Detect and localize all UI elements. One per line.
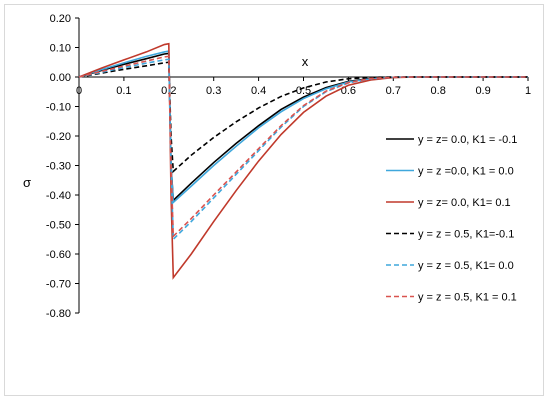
x-tick-label: 0.6 [341, 85, 356, 97]
series-line-5 [78, 58, 528, 242]
y-axis: 0.20 0.10 0.00 -0.10 -0.20 -0.30 -0.40 -0.50 -0.… [46, 13, 80, 320]
series-layer [78, 42, 528, 280]
y-axis-label: σ [23, 175, 31, 190]
legend-label: y = z =0.0, K1 = 0.0 [418, 166, 514, 178]
legend: y = z= 0.0, K1 = -0.1 y = z =0.0, K1 = 0.… [386, 134, 517, 304]
y-tick-label: 0.00 [50, 72, 71, 84]
x-tick-label: 1 [525, 85, 531, 97]
y-tick-label: -0.20 [46, 131, 71, 143]
x-tick-label: 0 [76, 85, 82, 97]
y-tick-label: 0.20 [50, 13, 71, 25]
series-line-2 [78, 50, 528, 205]
legend-label: y = z = 0.5, K1= 0.0 [418, 260, 514, 272]
legend-label: y = z= 0.0, K1= 0.1 [418, 197, 511, 209]
y-tick-label: -0.10 [46, 102, 71, 114]
x-tick-label: 0.8 [431, 85, 446, 97]
y-tick-label: -0.40 [46, 190, 71, 202]
y-tick-label: -0.30 [46, 161, 71, 173]
x-tick-label: 0.9 [475, 85, 490, 97]
series-line-1 [78, 52, 528, 203]
x-axis-label: x [302, 54, 309, 69]
x-tick-label: 0.7 [386, 85, 401, 97]
series-line-3 [78, 42, 528, 280]
legend-label: y = z = 0.5, K1 = 0.1 [418, 292, 517, 304]
legend-label: y = z= 0.0, K1 = -0.1 [418, 134, 517, 146]
y-tick-label: -0.60 [46, 249, 71, 261]
legend-label: y = z = 0.5, K1=-0.1 [418, 229, 514, 241]
x-tick-label: 0.4 [251, 85, 266, 97]
y-tick-label: 0.10 [50, 43, 71, 55]
x-axis: 0 0.1 0.2 0.3 0.4 0.5 0.6 0.7 0.8 0.9 1 [76, 76, 531, 97]
y-tick-label: -0.50 [46, 220, 71, 232]
series-line-6 [78, 55, 528, 239]
y-tick-label: -0.70 [46, 279, 71, 291]
x-tick-label: 0.3 [206, 85, 221, 97]
y-tick-label: -0.80 [46, 308, 71, 320]
x-tick-label: 0.1 [116, 85, 131, 97]
series-line-4 [78, 61, 528, 174]
x-tick-label: 0.5 [296, 85, 311, 97]
chart-area [4, 4, 544, 396]
